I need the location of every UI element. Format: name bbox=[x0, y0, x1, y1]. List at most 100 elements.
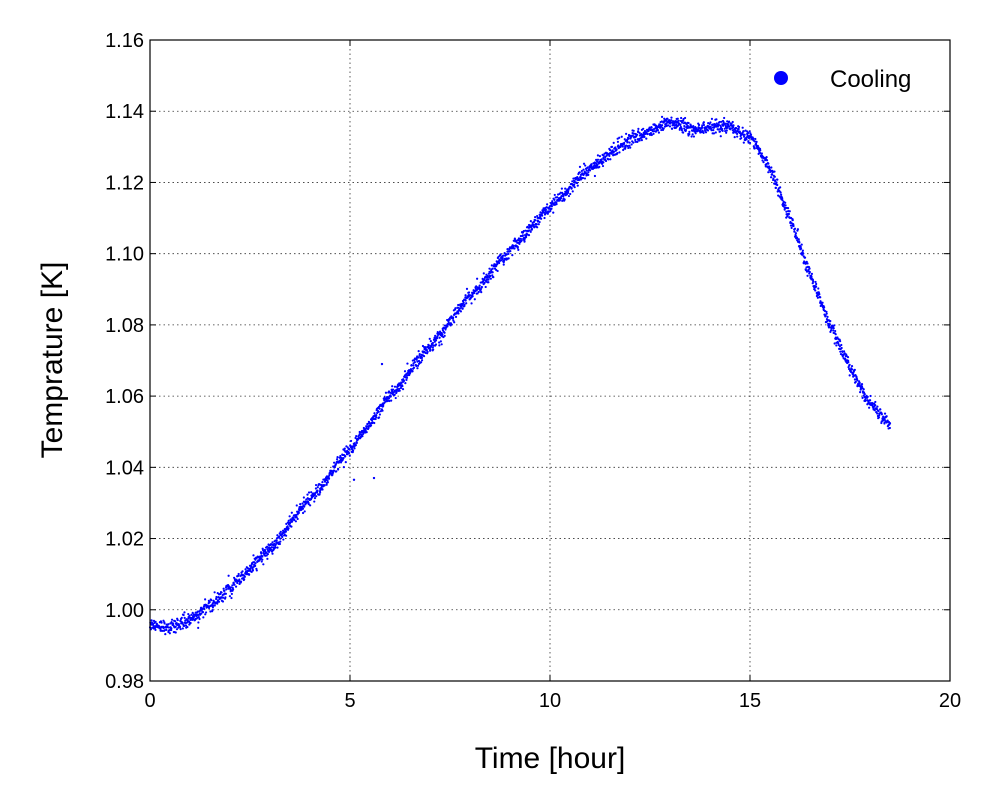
data-point bbox=[803, 256, 807, 259]
data-point bbox=[550, 207, 553, 210]
data-point bbox=[578, 165, 582, 168]
data-point bbox=[273, 542, 276, 546]
data-point bbox=[555, 196, 559, 199]
data-point bbox=[202, 607, 206, 610]
data-point bbox=[174, 625, 177, 628]
data-point bbox=[299, 502, 302, 506]
data-point bbox=[817, 287, 820, 290]
data-point bbox=[860, 383, 864, 386]
data-point bbox=[815, 282, 818, 286]
data-point bbox=[602, 161, 605, 164]
data-point bbox=[328, 473, 331, 477]
data-point bbox=[775, 181, 778, 184]
data-point bbox=[462, 301, 465, 304]
data-point bbox=[486, 274, 490, 278]
data-point bbox=[748, 141, 752, 145]
data-point bbox=[248, 573, 251, 576]
data-point bbox=[416, 367, 419, 370]
y-tick-label: 1.04 bbox=[105, 457, 144, 479]
data-point bbox=[688, 130, 691, 133]
data-point bbox=[754, 137, 757, 141]
data-point bbox=[874, 404, 877, 407]
data-point bbox=[630, 143, 633, 146]
data-point bbox=[806, 274, 809, 277]
data-point bbox=[838, 345, 842, 348]
data-point bbox=[274, 546, 277, 549]
data-point bbox=[224, 592, 228, 595]
data-point bbox=[164, 632, 167, 636]
data-point bbox=[438, 344, 441, 347]
data-point bbox=[680, 121, 684, 124]
y-tick-label: 1.12 bbox=[105, 172, 144, 194]
data-point bbox=[314, 487, 317, 490]
data-point bbox=[495, 264, 498, 267]
data-point bbox=[669, 121, 673, 124]
data-point bbox=[544, 208, 548, 211]
data-point bbox=[502, 254, 505, 257]
data-point bbox=[251, 569, 255, 572]
data-point bbox=[795, 236, 799, 240]
data-point bbox=[539, 211, 542, 214]
data-point bbox=[683, 124, 686, 128]
data-point bbox=[518, 242, 521, 246]
data-point bbox=[602, 154, 605, 157]
data-point bbox=[637, 130, 640, 133]
data-point bbox=[401, 385, 404, 388]
data-point bbox=[660, 128, 663, 132]
data-point bbox=[791, 219, 794, 222]
data-point bbox=[439, 340, 442, 343]
data-point bbox=[239, 580, 243, 583]
legend-marker-cooling bbox=[774, 71, 788, 85]
data-point bbox=[255, 569, 258, 572]
data-point bbox=[333, 461, 336, 464]
data-point bbox=[210, 599, 213, 602]
data-point bbox=[238, 578, 241, 581]
data-point bbox=[181, 627, 184, 630]
data-point bbox=[378, 407, 381, 410]
data-point bbox=[313, 500, 316, 503]
data-point bbox=[222, 587, 225, 590]
data-point bbox=[376, 411, 379, 415]
data-point bbox=[489, 275, 492, 278]
data-point bbox=[436, 335, 439, 338]
x-tick-label: 15 bbox=[739, 690, 761, 712]
data-point bbox=[732, 126, 735, 129]
data-point bbox=[704, 131, 708, 134]
data-point bbox=[680, 116, 683, 120]
data-point bbox=[406, 362, 409, 365]
data-point bbox=[862, 388, 865, 391]
data-point bbox=[394, 396, 397, 400]
data-point bbox=[197, 626, 200, 629]
data-point bbox=[399, 383, 402, 386]
data-point bbox=[287, 519, 290, 522]
data-point bbox=[537, 223, 540, 226]
data-point bbox=[586, 166, 589, 169]
data-point bbox=[286, 525, 289, 528]
data-point bbox=[337, 467, 340, 470]
data-point bbox=[512, 244, 516, 248]
data-point bbox=[369, 424, 373, 427]
data-point bbox=[601, 164, 605, 168]
data-point bbox=[532, 223, 535, 226]
data-point bbox=[440, 343, 443, 346]
data-point bbox=[677, 119, 680, 122]
data-point bbox=[670, 119, 673, 122]
y-tick-label: 0.98 bbox=[105, 671, 144, 693]
data-point bbox=[776, 178, 779, 181]
data-point bbox=[232, 581, 235, 584]
data-point bbox=[522, 229, 525, 233]
data-point bbox=[417, 359, 421, 363]
data-point bbox=[534, 216, 537, 219]
data-point bbox=[523, 237, 526, 240]
data-point bbox=[358, 430, 361, 434]
data-point bbox=[600, 158, 603, 161]
data-point bbox=[799, 247, 803, 250]
data-point bbox=[204, 613, 207, 616]
data-point bbox=[753, 147, 756, 150]
data-point bbox=[296, 517, 299, 521]
data-point bbox=[729, 128, 732, 131]
data-point bbox=[560, 187, 563, 190]
data-point bbox=[823, 306, 826, 309]
data-point bbox=[452, 319, 455, 322]
data-point bbox=[623, 141, 626, 145]
